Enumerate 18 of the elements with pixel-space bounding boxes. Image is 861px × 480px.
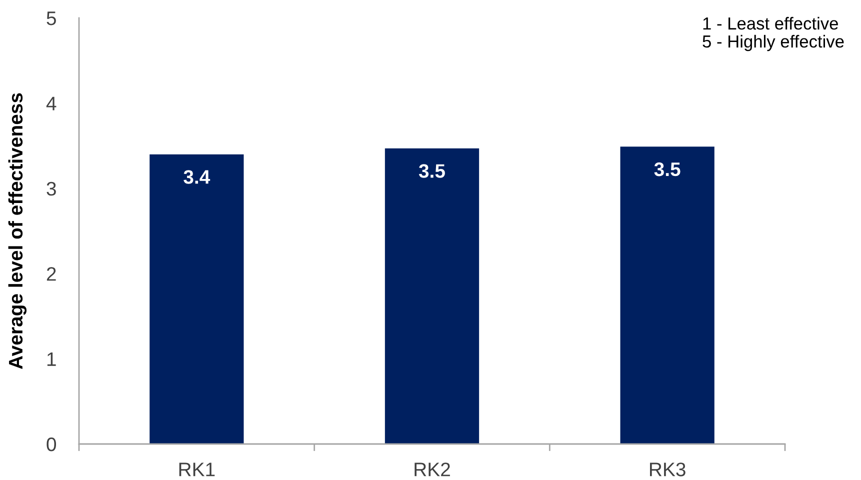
y-tick-label: 1 (47, 352, 56, 366)
data-label: 3.5 (654, 162, 680, 176)
x-tick-label: RK2 (414, 462, 450, 476)
y-tick-label: 4 (46, 96, 56, 110)
y-tick-label: 3 (46, 182, 56, 196)
data-label: 3.4 (184, 170, 210, 184)
data-label: 3.5 (418, 164, 445, 178)
x-tick-label: RK3 (650, 462, 686, 476)
y-tick-label: 2 (46, 267, 56, 281)
bar (384, 148, 480, 444)
x-tick-label: RK1 (179, 462, 215, 476)
annotation: 5 - Highly effective (702, 34, 844, 52)
y-tick-label: 5 (46, 12, 56, 26)
y-axis-title: Average level of effectiveness (8, 93, 27, 370)
bar (620, 146, 714, 444)
y-tick-label: 0 (46, 437, 56, 452)
bar (150, 154, 244, 444)
annotation: 1 - Least effective (703, 16, 838, 30)
